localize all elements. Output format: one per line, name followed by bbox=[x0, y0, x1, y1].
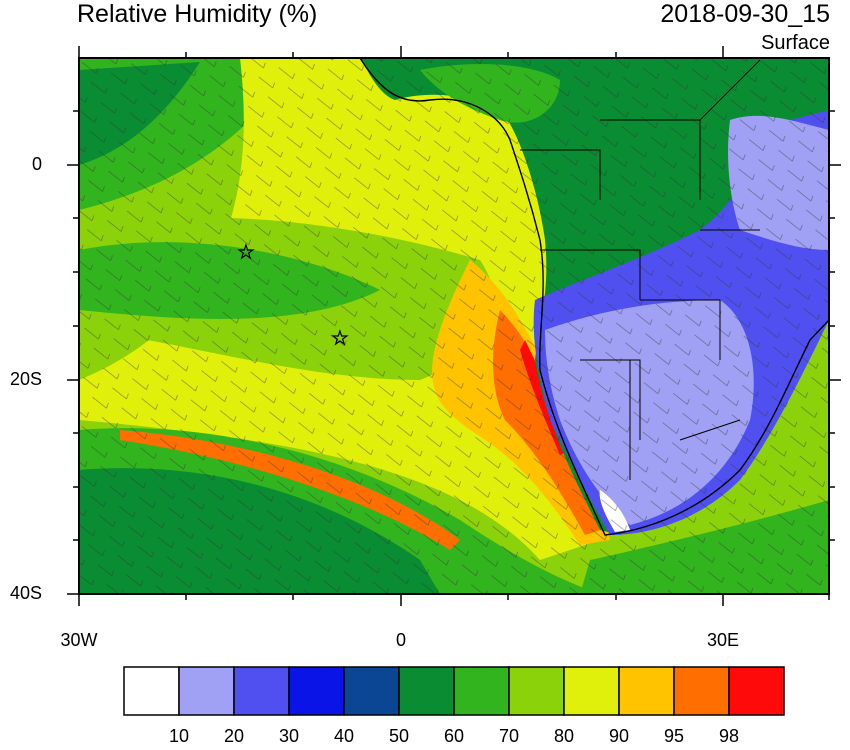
colorbar-label: 90 bbox=[608, 726, 630, 746]
colorbar bbox=[123, 666, 785, 716]
colorbar-label: 98 bbox=[718, 726, 740, 746]
x-tick-label: 30W bbox=[60, 630, 98, 650]
colorbar-swatch bbox=[673, 666, 730, 716]
colorbar-label: 60 bbox=[443, 726, 465, 746]
star-marker: ★ bbox=[238, 242, 254, 262]
map-level: Surface bbox=[761, 32, 830, 54]
colorbar-swatch bbox=[618, 666, 675, 716]
colorbar-label: 70 bbox=[498, 726, 520, 746]
colorbar-label: 80 bbox=[553, 726, 575, 746]
colorbar-label: 50 bbox=[388, 726, 410, 746]
map-datetime: 2018-09-30_15 bbox=[660, 0, 830, 28]
colorbar-swatch bbox=[343, 666, 400, 716]
x-tick-label: 30E bbox=[706, 630, 740, 650]
y-tick-label: 20S bbox=[9, 369, 42, 389]
map-field: ★ ★ bbox=[79, 58, 829, 594]
coastline bbox=[359, 58, 829, 536]
colorbar-swatch bbox=[563, 666, 620, 716]
colorbar-swatch bbox=[453, 666, 510, 716]
y-tick-label: 40S bbox=[9, 583, 42, 603]
map-title: Relative Humidity (%) bbox=[77, 0, 318, 28]
colorbar-swatch bbox=[123, 666, 180, 716]
colorbar-swatch bbox=[288, 666, 345, 716]
colorbar-swatch bbox=[508, 666, 565, 716]
country-borders bbox=[520, 59, 761, 480]
colorbar-label: 10 bbox=[168, 726, 190, 746]
colorbar-swatch bbox=[233, 666, 290, 716]
colorbar-label: 20 bbox=[223, 726, 245, 746]
wind-barbs bbox=[79, 58, 829, 594]
colorbar-swatch bbox=[398, 666, 455, 716]
colorbar-label: 40 bbox=[333, 726, 355, 746]
star-marker: ★ bbox=[332, 328, 348, 348]
colorbar-label: 30 bbox=[278, 726, 300, 746]
colorbar-swatch bbox=[178, 666, 235, 716]
axis-ticks bbox=[67, 46, 841, 606]
y-tick-label: 0 bbox=[31, 154, 42, 174]
colorbar-swatch bbox=[728, 666, 785, 716]
colorbar-label: 95 bbox=[663, 726, 685, 746]
x-tick-label: 0 bbox=[395, 630, 406, 650]
